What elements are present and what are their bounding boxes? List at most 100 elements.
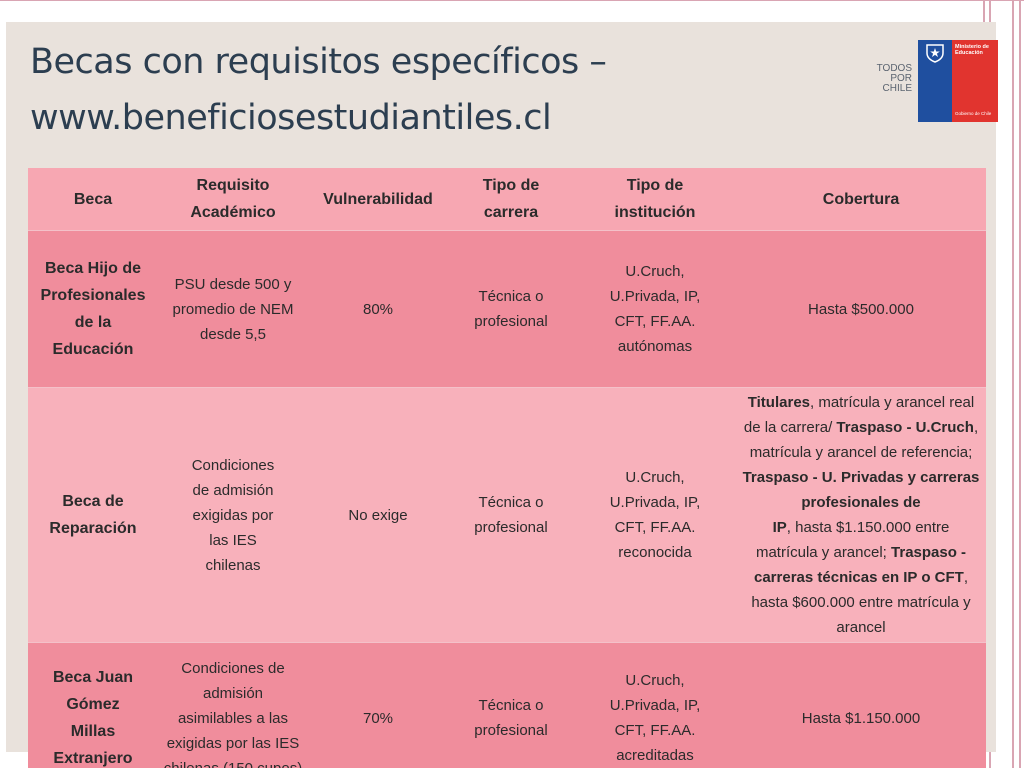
cell-tipo-carrera: Técnica o profesional [448, 642, 574, 768]
cell-text: autónomas [617, 338, 693, 355]
logo-blue-field [918, 40, 952, 122]
cell-text: Millas [70, 723, 116, 740]
cell-vulnerabilidad: 80% [308, 230, 448, 388]
slide-title: Becas con requisitos específicos – www.b… [30, 34, 860, 146]
cell-cobertura: Hasta $500.000 [736, 230, 986, 388]
cell-text: U.Privada, IP, [609, 288, 701, 305]
cell-tipo-institucion: U.Cruch, U.Privada, IP, CFT, FF.AA. reco… [574, 387, 736, 643]
header-requisito: Requisito Académico [158, 168, 308, 231]
cell-beca: Beca de Reparación [28, 387, 158, 643]
table-header-row: Beca Requisito Académico Vulnerabilidad … [28, 168, 986, 231]
slide-title-line-1: Becas con requisitos específicos – [30, 42, 607, 82]
header-beca: Beca [28, 168, 158, 231]
logo-flag: Ministerio de Educación Gobierno de Chil… [918, 40, 998, 122]
cobertura-bold: Traspaso - U. Privadas y carreras profes… [742, 469, 980, 511]
header-tipo-institucion-line-1: Tipo de [626, 177, 684, 194]
cobertura-bold: IP [772, 519, 787, 536]
cobertura-text: , hasta $1.150.000 entre matrícula y ara… [755, 519, 950, 561]
cell-text: promedio de NEM [172, 300, 294, 318]
cell-tipo-carrera: Técnica o profesional [448, 230, 574, 388]
cell-text: CFT, FF.AA. [614, 722, 696, 739]
cell-text: acreditadas [616, 747, 694, 764]
cell-cobertura: Titulares, matrícula y arancel real de l… [736, 387, 986, 643]
cell-tipo-carrera: Técnica o profesional [448, 387, 574, 643]
cell-text: desde 5,5 [200, 325, 266, 343]
header-vulnerabilidad: Vulnerabilidad [308, 168, 448, 231]
cell-text: U.Privada, IP, [609, 494, 701, 511]
header-tipo-carrera: Tipo de carrera [448, 168, 574, 231]
cell-text: de la [74, 314, 112, 331]
cell-text: exigidas por [192, 506, 274, 524]
becas-table-container: Beca Requisito Académico Vulnerabilidad … [28, 168, 986, 768]
logo-slogan: TODOS POR CHILE [868, 64, 912, 94]
cell-text: Reparación [49, 520, 137, 537]
cell-text: chilenas [205, 556, 261, 574]
logo-slogan-line-3: CHILE [882, 83, 912, 94]
header-tipo-institucion: Tipo de institución [574, 168, 736, 231]
logo-slogan-line-1: TODOS [876, 63, 912, 74]
table-row: Beca Juan Gómez Millas Extranjero Condic… [28, 642, 986, 768]
logo-slogan-line-2: POR [890, 73, 912, 84]
cell-text: admisión [202, 684, 264, 702]
cell-text: profesional [474, 519, 548, 536]
top-border [0, 0, 1024, 1]
cell-text: U.Cruch, [625, 469, 685, 486]
cell-text: Extranjero [53, 750, 133, 767]
header-cobertura: Cobertura [736, 168, 986, 231]
cell-text: asimilables a las [177, 709, 289, 727]
decorative-edge-line [1019, 0, 1021, 768]
slide-title-line-2: www.beneficiosestudiantiles.cl [30, 98, 552, 138]
cell-tipo-institucion: U.Cruch, U.Privada, IP, CFT, FF.AA. autó… [574, 230, 736, 388]
cell-text: Beca Juan [52, 669, 134, 686]
cobertura-text: , matrícula y arancel real de la carrera… [743, 394, 975, 436]
cell-text: Técnica o [478, 288, 544, 305]
cell-vulnerabilidad: No exige [308, 387, 448, 643]
header-requisito-line-1: Requisito [196, 177, 270, 194]
cell-text: Condiciones de [181, 659, 285, 677]
cell-text: Profesionales [40, 287, 146, 304]
cell-text: exigidas por las IES [166, 734, 300, 752]
cell-text: PSU desde 500 y [174, 275, 292, 293]
header-tipo-carrera-line-1: Tipo de [482, 177, 540, 194]
cell-vulnerabilidad: 70% [308, 642, 448, 768]
cell-text: de admisión [192, 481, 274, 499]
cell-requisito: Condiciones de admisión exigidas por las… [158, 387, 308, 643]
cobertura-bold: Titulares [747, 394, 810, 411]
header-tipo-carrera-line-2: carrera [483, 204, 539, 221]
cell-text: profesional [474, 722, 548, 739]
chile-coat-of-arms-icon [924, 43, 946, 63]
header-requisito-line-2: Académico [190, 204, 276, 221]
cobertura-bold: Traspaso - carreras técnicas en IP o CFT [754, 544, 967, 586]
cell-text: chilenas (150 cupos) [163, 759, 303, 768]
decorative-edge-line [1012, 0, 1014, 768]
cell-text: Condiciones [191, 456, 275, 474]
cell-text: Técnica o [478, 697, 544, 714]
cell-text: Educación [52, 341, 134, 358]
cell-beca: Beca Juan Gómez Millas Extranjero [28, 642, 158, 768]
logo-gobierno-text: Gobierno de Chile [955, 111, 992, 116]
cell-beca: Beca Hijo de Profesionales de la Educaci… [28, 230, 158, 388]
gobierno-logo: TODOS POR CHILE Ministerio de Educación … [868, 40, 998, 124]
cell-text: U.Cruch, [625, 672, 685, 689]
header-tipo-institucion-line-2: institución [614, 204, 696, 221]
cell-text: profesional [474, 313, 548, 330]
cell-text: U.Privada, IP, [609, 697, 701, 714]
cobertura-text: , matrícula y arancel de referencia; [749, 419, 979, 461]
cell-text: reconocida [618, 544, 692, 561]
table-row: Beca Hijo de Profesionales de la Educaci… [28, 230, 986, 388]
becas-table: Beca Requisito Académico Vulnerabilidad … [28, 168, 986, 768]
cell-text: Técnica o [478, 494, 544, 511]
logo-ministerio-text: Ministerio de Educación [955, 44, 989, 56]
cell-text: CFT, FF.AA. [614, 313, 696, 330]
cell-text: Beca de [62, 493, 124, 510]
cell-text: U.Cruch, [625, 263, 685, 280]
cell-requisito: PSU desde 500 y promedio de NEM desde 5,… [158, 230, 308, 388]
cell-text: Gómez [66, 696, 120, 713]
cell-text: las IES [209, 531, 257, 549]
cobertura-text: , hasta $600.000 entre matrícula y aranc… [751, 569, 971, 636]
cobertura-bold: Traspaso - U.Cruch [836, 419, 974, 436]
cell-requisito: Condiciones de admisión asimilables a la… [158, 642, 308, 768]
cell-tipo-institucion: U.Cruch, U.Privada, IP, CFT, FF.AA. acre… [574, 642, 736, 768]
table-row: Beca de Reparación Condiciones de admisi… [28, 387, 986, 643]
